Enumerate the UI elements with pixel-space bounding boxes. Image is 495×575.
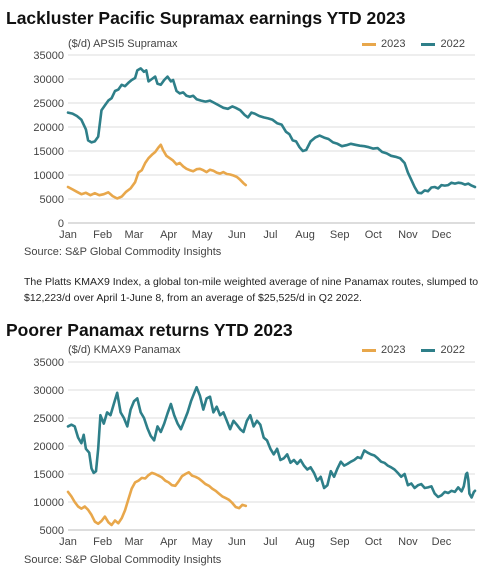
chart2-title: Poorer Panamax returns YTD 2023 (6, 320, 293, 340)
y-tick-label: 10000 (33, 170, 64, 182)
x-tick-label: May (192, 229, 213, 241)
y-tick-label: 20000 (33, 441, 64, 453)
chart1-unit-label: ($/d) APSI5 Supramax (68, 38, 178, 50)
chart1-title: Lackluster Pacific Supramax earnings YTD… (6, 8, 406, 28)
x-tick-label: Oct (365, 229, 382, 241)
x-tick-label: Aug (295, 536, 315, 548)
legend-label-2023: 2023 (381, 344, 406, 356)
x-tick-label: Jul (263, 229, 277, 241)
x-tick-label: Apr (160, 229, 177, 241)
legend-item-2023: 2023 (362, 344, 405, 356)
chart1-legend: 2023 2022 (346, 38, 465, 50)
x-tick-label: Nov (398, 229, 418, 241)
x-tick-label: Sep (330, 229, 350, 241)
legend-item-2022: 2022 (421, 38, 465, 50)
chart2-legend: 2023 2022 (346, 344, 465, 356)
x-tick-label: Jan (59, 536, 77, 548)
chart2-plot: 5000 10000 15000 20000 25000 30000 35000 Jan Feb… (33, 357, 477, 548)
x-tick-label: Jan (59, 229, 77, 241)
y-tick-label: 35000 (33, 50, 64, 62)
x-tick-label: Jun (228, 229, 246, 241)
x-tick-label: Feb (93, 536, 112, 548)
x-tick-label: Jul (263, 536, 277, 548)
chart1-source: Source: S&P Global Commodity Insights (24, 246, 222, 258)
legend-label-2022: 2022 (440, 344, 465, 356)
y-tick-label: 15000 (33, 146, 64, 158)
chart1-plot: 0 5000 10000 15000 20000 25000 30000 35000 Jan Fe… (33, 50, 477, 241)
y-tick-label: 25000 (33, 98, 64, 110)
grid-and-axes: 0 5000 10000 15000 20000 25000 30000 35000 Jan Fe… (33, 50, 475, 241)
chart2-source: Source: S&P Global Commodity Insights (24, 554, 222, 566)
grid-and-axes: 5000 10000 15000 20000 25000 30000 35000 Jan Feb… (33, 357, 475, 548)
series-line-2022 (66, 385, 477, 499)
x-tick-label: Nov (398, 536, 418, 548)
note-paragraph: The Platts KMAX9 Index, a global ton-mil… (24, 276, 479, 305)
x-tick-label: Jun (228, 536, 246, 548)
legend-swatch-2023 (362, 42, 376, 46)
x-tick-label: Dec (432, 229, 452, 241)
y-tick-label: 15000 (33, 469, 64, 481)
y-tick-label: 30000 (33, 74, 64, 86)
x-tick-label: Feb (93, 229, 112, 241)
y-tick-label: 25000 (33, 413, 64, 425)
legend-item-2022: 2022 (421, 344, 465, 356)
x-tick-label: Oct (365, 536, 382, 548)
chart2-unit-label: ($/d) KMAX9 Panamax (68, 344, 181, 356)
y-tick-label: 10000 (33, 497, 64, 509)
y-tick-label: 20000 (33, 122, 64, 134)
x-tick-label: Apr (160, 536, 177, 548)
x-tick-label: Sep (330, 536, 350, 548)
y-tick-label: 35000 (33, 357, 64, 369)
series-line-2023 (66, 470, 248, 527)
legend-label-2023: 2023 (381, 38, 406, 50)
x-tick-label: May (192, 536, 213, 548)
y-tick-label: 5000 (40, 525, 64, 537)
x-tick-label: Aug (295, 229, 315, 241)
legend-item-2023: 2023 (362, 38, 405, 50)
y-tick-label: 5000 (40, 194, 64, 206)
y-tick-label: 0 (58, 218, 64, 230)
legend-swatch-2022 (421, 348, 436, 352)
legend-label-2022: 2022 (440, 38, 465, 50)
series-line-2022 (66, 67, 477, 195)
x-tick-label: Dec (432, 536, 452, 548)
y-tick-label: 30000 (33, 385, 64, 397)
legend-swatch-2022 (421, 42, 436, 46)
legend-swatch-2023 (362, 348, 376, 352)
x-tick-label: Mar (124, 536, 143, 548)
series-line-2023 (66, 143, 248, 200)
x-tick-label: Mar (124, 229, 143, 241)
